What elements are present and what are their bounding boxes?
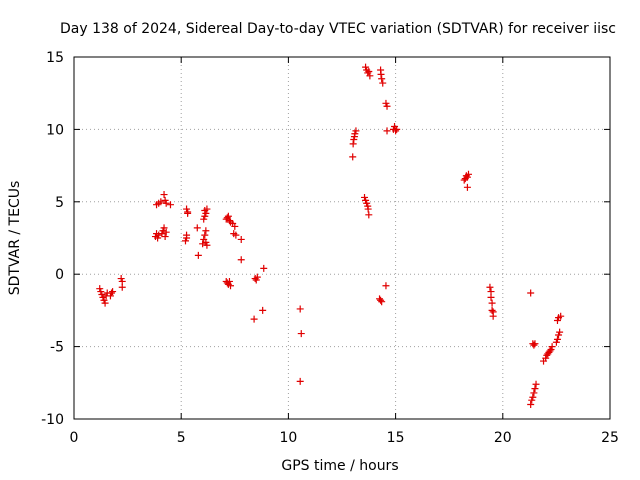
data-point: [227, 282, 235, 290]
data-point: [250, 315, 258, 323]
x-tick-label: 10: [279, 430, 297, 446]
data-point: [488, 299, 496, 307]
plot-frame: [73, 56, 611, 420]
data-point: [160, 224, 168, 232]
data-point: [532, 380, 540, 388]
y-tick-label: 0: [55, 267, 64, 283]
data-point: [296, 377, 304, 385]
data-point: [260, 264, 268, 272]
data-point: [383, 127, 391, 135]
data-point: [109, 288, 117, 296]
data-point: [108, 289, 116, 297]
chart-title: Day 138 of 2024, Sidereal Day-to-day VTE…: [60, 21, 616, 37]
data-point: [487, 293, 495, 301]
data-point: [237, 235, 245, 243]
data-point: [463, 183, 471, 191]
data-point: [489, 312, 497, 320]
data-point: [553, 335, 561, 343]
x-tick-label: 15: [387, 430, 405, 446]
data-point: [392, 127, 400, 135]
y-tick-label: -5: [50, 340, 64, 356]
data-point: [530, 341, 538, 349]
data-point: [162, 228, 170, 236]
y-tick-label: 15: [46, 50, 64, 66]
data-point: [364, 205, 372, 213]
data-point: [529, 393, 537, 401]
axis-ticks: 0 5 10 15 20 25 -10 -5 0 5 10 15: [41, 50, 619, 446]
data-point: [366, 72, 374, 80]
data-point: [365, 67, 373, 75]
x-tick-label: 25: [601, 430, 619, 446]
data-point: [548, 343, 556, 351]
x-tick-label: 20: [494, 430, 512, 446]
data-point: [488, 306, 496, 314]
data-point: [166, 201, 174, 209]
y-tick-label: 10: [46, 122, 64, 138]
data-point: [378, 298, 386, 306]
data-point: [184, 208, 192, 216]
data-point: [162, 199, 170, 207]
data-point: [193, 224, 201, 232]
y-tick-label: 5: [55, 195, 64, 211]
data-point: [161, 233, 169, 241]
data-point: [527, 401, 535, 409]
data-point: [393, 125, 401, 133]
grid: [74, 57, 610, 419]
data-point: [527, 289, 535, 297]
x-tick-label: 0: [70, 430, 79, 446]
x-tick-label: 5: [177, 430, 186, 446]
data-point: [160, 191, 168, 199]
data-point: [349, 153, 357, 161]
data-point: [157, 198, 165, 206]
data-point: [201, 206, 209, 214]
data-point: [194, 251, 202, 259]
data-point: [224, 212, 232, 220]
data-point: [101, 299, 109, 307]
data-point: [383, 102, 391, 110]
y-axis-label: SDTVAR / TECUs: [7, 181, 23, 296]
data-point: [382, 282, 390, 290]
data-point: [253, 273, 261, 281]
data-point: [531, 340, 539, 348]
data-point: [225, 277, 233, 285]
data-point: [377, 296, 385, 304]
data-point: [349, 140, 357, 148]
data-point: [531, 385, 539, 393]
data-point: [201, 231, 209, 239]
data-point: [464, 170, 472, 178]
data-point: [378, 75, 386, 83]
data-point: [183, 231, 191, 239]
data-point: [237, 256, 245, 264]
data-point: [202, 238, 210, 246]
data-point: [557, 312, 565, 320]
y-tick-label: -10: [41, 412, 64, 428]
data-point: [118, 283, 126, 291]
data-point: [379, 79, 387, 87]
data-point: [530, 389, 538, 397]
data-point: [377, 70, 385, 78]
data-point: [556, 328, 564, 336]
data-point: [231, 222, 239, 230]
data-point: [546, 347, 554, 355]
data-point: [352, 127, 360, 135]
x-axis-label: GPS time / hours: [281, 458, 398, 474]
data-point: [259, 306, 267, 314]
data-points: [96, 63, 565, 409]
data-point: [296, 305, 304, 313]
data-point: [297, 330, 305, 338]
data-point: [232, 231, 240, 239]
data-point: [486, 283, 494, 291]
data-point: [155, 231, 163, 239]
data-point: [365, 211, 373, 219]
data-point: [199, 240, 207, 248]
data-point: [202, 227, 210, 235]
